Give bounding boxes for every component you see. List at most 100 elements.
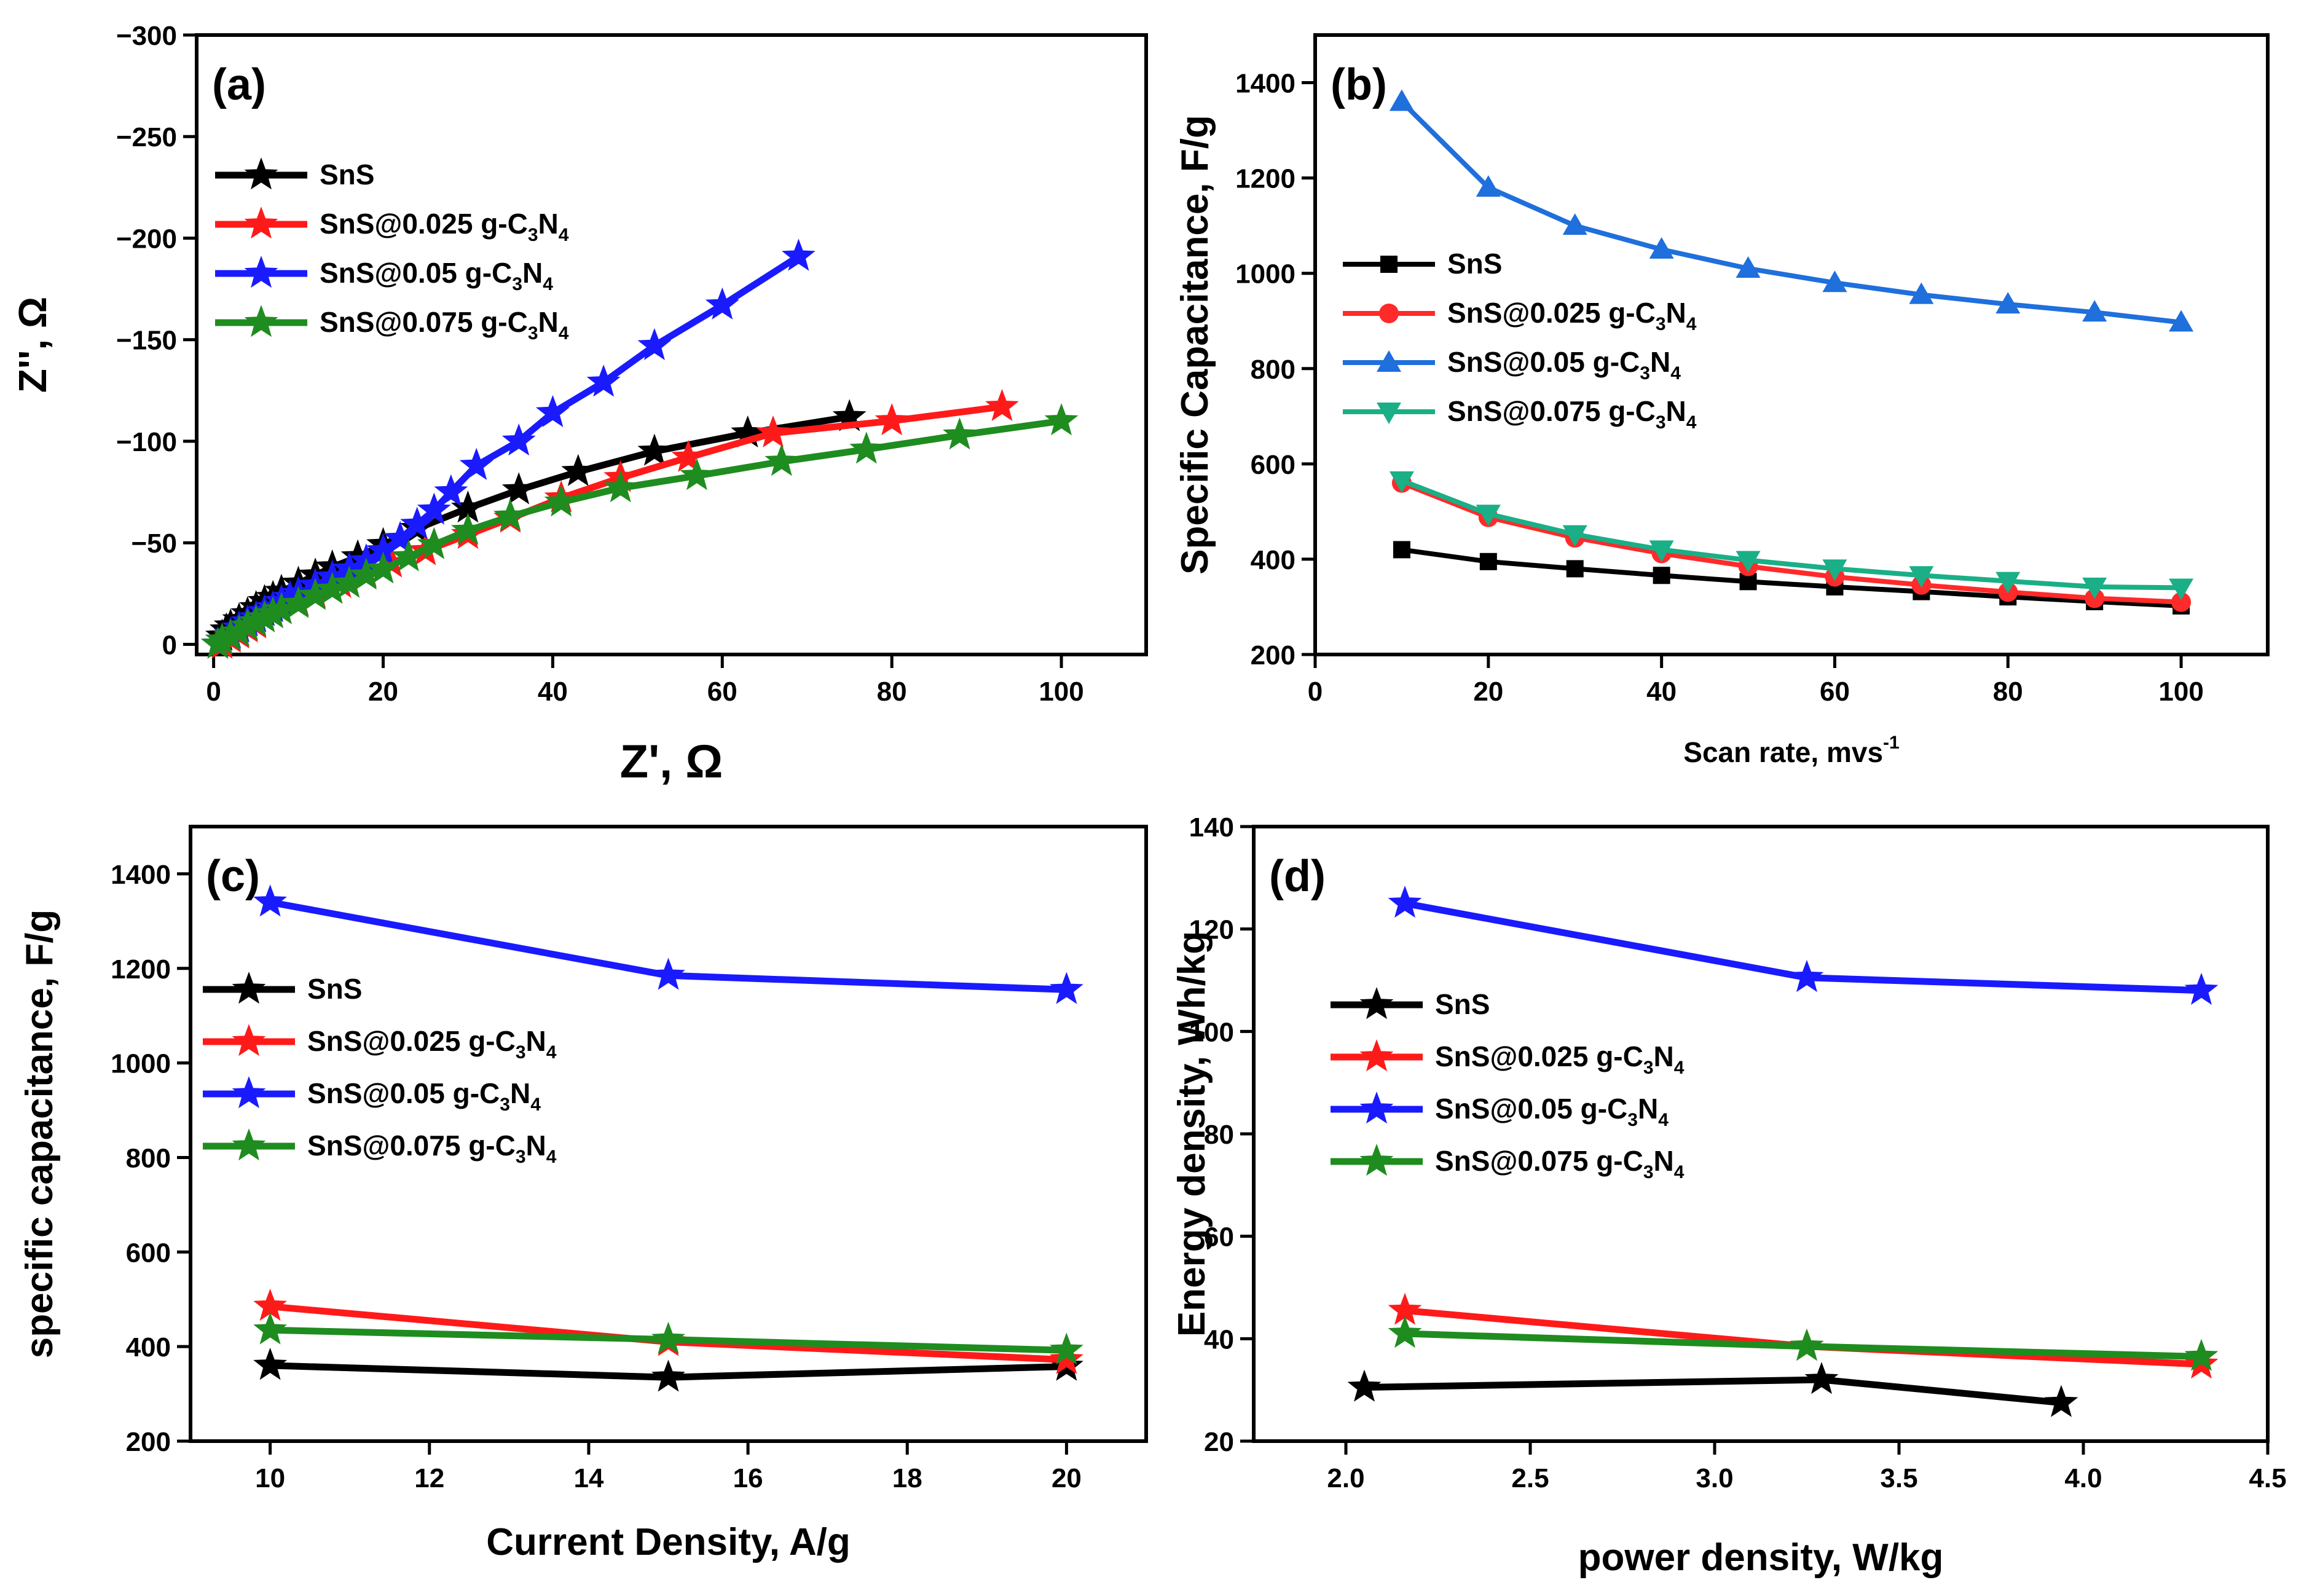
x-tick-label: 18 (892, 1463, 922, 1493)
x-tick-label: 4.0 (2064, 1463, 2102, 1493)
formula-sub: 3 (516, 1147, 526, 1167)
formula-sub: 4 (1670, 363, 1681, 383)
y-tick-label: 200 (126, 1427, 171, 1457)
legend-marker (244, 305, 278, 337)
legend-marker (232, 1128, 266, 1161)
data-point (1909, 282, 1934, 304)
formula-sub: 4 (530, 1095, 541, 1115)
data-point (561, 454, 596, 486)
x-tick-label: 2.0 (1327, 1463, 1364, 1493)
legend-marker (1359, 1091, 1394, 1124)
formula-sub: 4 (1674, 1058, 1685, 1078)
series-3 (253, 1312, 1083, 1365)
data-point (493, 498, 527, 531)
x-tick-label: 2.5 (1511, 1463, 1549, 1493)
legend-label: SnS@0.075 g-C3N4 (1447, 395, 1697, 433)
y-tick-label: 1000 (111, 1049, 171, 1079)
x-tick-label: 3.0 (1696, 1463, 1733, 1493)
legend-marker (244, 157, 278, 190)
series-line (1399, 480, 2184, 605)
formula-sub: 3 (528, 225, 538, 245)
formula-mid: N (522, 257, 543, 289)
data-point (1822, 559, 1847, 581)
legend-name: SnS (1435, 988, 1490, 1020)
x-axis-label: Z', Ω (620, 736, 723, 788)
data-point (1995, 292, 2021, 314)
data-point (253, 1312, 288, 1345)
y-tick-label: 1200 (1235, 164, 1296, 194)
legend-name: SnS@0.025 g-C (320, 208, 528, 240)
y-tick-label: 600 (1251, 450, 1296, 480)
formula-mid: N (538, 208, 559, 240)
panel-label: (d) (1269, 852, 1326, 901)
y-tick-label: 80 (1204, 1120, 1234, 1150)
data-point (781, 238, 816, 271)
y-axis-label: Specific Capacitance, F/g (1174, 115, 1216, 575)
legend-marker (1359, 987, 1394, 1020)
y-tick-label: −300 (116, 21, 177, 51)
plot-frame (1252, 825, 2270, 1443)
data-point (417, 527, 451, 559)
series-line (214, 413, 853, 648)
legend-marker (232, 1076, 266, 1109)
data-point (651, 957, 685, 990)
x-axis-label-text: Scan rate, mvs (1683, 736, 1883, 768)
panel-a: 0 20 40 60 80 100 0 −50 −100 −150 −200 −250 −300 Z', … (10, 21, 1148, 788)
y-tick-label: 1400 (1235, 69, 1296, 99)
data-point (651, 1321, 685, 1354)
series-0 (1393, 541, 2190, 615)
data-point (1566, 560, 1584, 578)
data-point (586, 364, 621, 397)
panel-c: 10 12 14 16 18 20 200 400 600 800 1000 1200 1400 Curr… (18, 825, 1148, 1563)
x-tick-label: 60 (707, 677, 737, 707)
plot-frame (1313, 33, 2270, 656)
y-tick-label: 20 (1204, 1427, 1234, 1457)
series-3 (1388, 1316, 2219, 1371)
data-point (253, 884, 287, 917)
data-point (1822, 270, 1847, 293)
data-point (1790, 1328, 1824, 1361)
legend-name: SnS@0.05 g-C (1447, 346, 1640, 378)
y-tick-label: 40 (1204, 1324, 1234, 1354)
y-tick-label: 1000 (1235, 259, 1296, 289)
data-point (459, 447, 493, 481)
formula-sub: 3 (1640, 363, 1650, 383)
x-axis-label-text: Z', Ω (620, 736, 723, 788)
y-tick-label: 120 (1189, 915, 1234, 945)
y-tick-label: 800 (126, 1143, 171, 1173)
x-axis-label: Scan rate, mvs-1 (1683, 733, 1899, 768)
series-line (1399, 99, 2184, 325)
formula-sub: 3 (1656, 412, 1666, 433)
formula-sub: 4 (546, 1147, 557, 1167)
legend-name: SnS@0.075 g-C (307, 1130, 516, 1162)
y-tick-label: 600 (126, 1238, 171, 1268)
legend-marker (1377, 350, 1401, 372)
y-axis-label: specific capacitance, F/g (18, 910, 61, 1359)
data-point (756, 415, 790, 448)
legend-name: SnS@0.025 g-C (307, 1025, 516, 1057)
data-point (544, 484, 578, 517)
formula-sub: 3 (500, 1095, 510, 1115)
legend-marker (244, 256, 278, 288)
y-tick-label: 100 (1189, 1017, 1234, 1047)
x-tick-label: 100 (1039, 677, 1083, 707)
formula-sub: 3 (1627, 1110, 1638, 1130)
data-point (253, 1348, 288, 1380)
y-tick-label: 60 (1204, 1222, 1234, 1252)
data-point (1562, 213, 1587, 235)
data-point (1995, 572, 2021, 594)
y-tick-label: −250 (116, 122, 177, 152)
legend-name: SnS@0.05 g-C (320, 257, 512, 289)
y-tick-label: −200 (116, 224, 177, 254)
legend-name: SnS (320, 159, 374, 191)
data-point (2082, 577, 2107, 599)
series-3 (1389, 471, 2194, 600)
data-point (2169, 578, 2194, 600)
legend-marker (1380, 256, 1398, 273)
data-point (450, 513, 485, 545)
data-point (1649, 237, 1674, 259)
y-tick-label: 1200 (111, 954, 171, 985)
data-point (2184, 972, 2219, 1005)
